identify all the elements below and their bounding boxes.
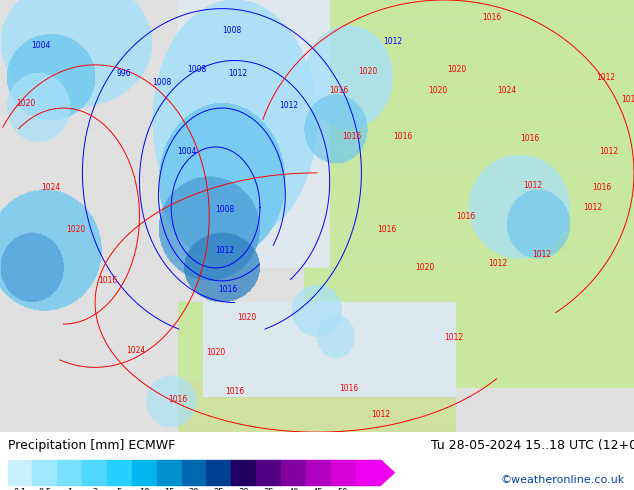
Text: 1016: 1016 — [219, 285, 238, 294]
Text: 1016: 1016 — [393, 132, 412, 141]
Bar — [157, 460, 181, 486]
Bar — [8, 460, 32, 486]
Text: 1020: 1020 — [358, 67, 377, 76]
Text: 1020: 1020 — [16, 99, 35, 108]
Bar — [32, 460, 57, 486]
Text: 1012: 1012 — [596, 74, 615, 82]
Text: 0.5: 0.5 — [38, 488, 51, 490]
Text: 0.1: 0.1 — [13, 488, 27, 490]
Bar — [331, 460, 356, 486]
Text: 35: 35 — [263, 488, 274, 490]
Text: 1020: 1020 — [447, 65, 466, 74]
Bar — [82, 460, 107, 486]
Bar — [306, 460, 331, 486]
Text: 1016: 1016 — [377, 224, 396, 234]
Polygon shape — [380, 460, 394, 486]
Text: 1012: 1012 — [384, 37, 403, 46]
Bar — [281, 460, 306, 486]
Text: 1012: 1012 — [228, 69, 247, 78]
Text: 1016: 1016 — [593, 183, 612, 193]
Text: 1008: 1008 — [152, 77, 171, 87]
Bar — [107, 460, 132, 486]
Text: 1016: 1016 — [339, 385, 358, 393]
Bar — [132, 460, 157, 486]
Text: 25: 25 — [214, 488, 224, 490]
Bar — [356, 460, 380, 486]
Bar — [181, 460, 207, 486]
Text: 10: 10 — [139, 488, 150, 490]
Text: 1008: 1008 — [187, 65, 206, 74]
Text: 1012: 1012 — [523, 181, 542, 190]
Text: 1016: 1016 — [456, 212, 476, 220]
Text: 1016: 1016 — [98, 276, 117, 285]
Text: 40: 40 — [288, 488, 299, 490]
Text: 5: 5 — [117, 488, 122, 490]
Text: 1: 1 — [67, 488, 72, 490]
Text: 1012: 1012 — [371, 411, 390, 419]
Text: 1012: 1012 — [533, 250, 552, 260]
Text: 1012: 1012 — [621, 95, 634, 104]
Text: 1008: 1008 — [216, 205, 235, 214]
Text: 1016: 1016 — [482, 13, 501, 22]
Text: 1004: 1004 — [178, 147, 197, 156]
Text: Precipitation [mm] ECMWF: Precipitation [mm] ECMWF — [8, 439, 175, 452]
Bar — [231, 460, 256, 486]
Text: 1020: 1020 — [206, 348, 225, 357]
Text: 1024: 1024 — [498, 86, 517, 95]
Text: 1012: 1012 — [444, 333, 463, 342]
Text: ©weatheronline.co.uk: ©weatheronline.co.uk — [500, 475, 624, 486]
Text: 1012: 1012 — [583, 203, 602, 212]
Text: 1020: 1020 — [428, 86, 447, 95]
Text: 1016: 1016 — [520, 134, 539, 143]
Text: 50: 50 — [338, 488, 348, 490]
Text: 15: 15 — [164, 488, 174, 490]
Text: 1004: 1004 — [32, 41, 51, 50]
Bar — [57, 460, 82, 486]
Text: 1016: 1016 — [342, 132, 361, 141]
Text: 1016: 1016 — [168, 395, 187, 404]
Text: 1020: 1020 — [415, 264, 434, 272]
Text: 1024: 1024 — [127, 345, 146, 355]
Text: 45: 45 — [313, 488, 323, 490]
Text: 2: 2 — [92, 488, 97, 490]
Text: 30: 30 — [238, 488, 249, 490]
Text: 1008: 1008 — [222, 26, 241, 35]
Text: Tu 28-05-2024 15..18 UTC (12+06): Tu 28-05-2024 15..18 UTC (12+06) — [431, 439, 634, 452]
Text: 1020: 1020 — [238, 313, 257, 322]
Text: 1012: 1012 — [488, 259, 507, 268]
Text: 1012: 1012 — [216, 246, 235, 255]
Text: 996: 996 — [116, 69, 131, 78]
Bar — [256, 460, 281, 486]
Text: 1016: 1016 — [330, 86, 349, 95]
Text: 1012: 1012 — [599, 147, 618, 156]
Text: 1024: 1024 — [41, 183, 60, 193]
Text: 1020: 1020 — [67, 224, 86, 234]
Bar — [207, 460, 231, 486]
Text: 1016: 1016 — [225, 387, 244, 395]
Text: 1012: 1012 — [279, 101, 298, 110]
Text: 20: 20 — [189, 488, 199, 490]
